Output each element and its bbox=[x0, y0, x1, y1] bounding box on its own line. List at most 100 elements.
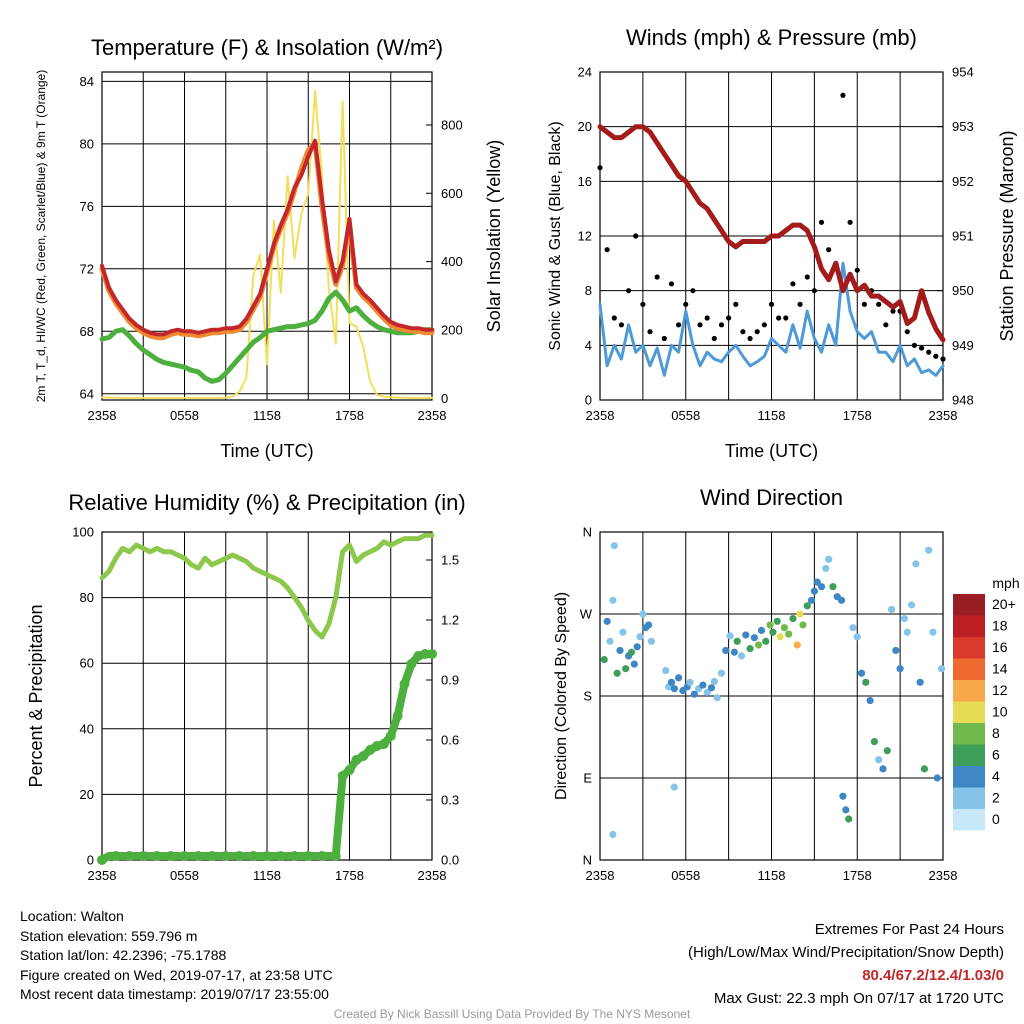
direction-point bbox=[667, 678, 676, 686]
precip-point bbox=[234, 851, 245, 861]
direction-point bbox=[619, 628, 627, 636]
direction-point bbox=[883, 747, 891, 755]
y-axis-label: Percent & Precipitation bbox=[26, 604, 46, 787]
direction-point bbox=[925, 546, 933, 554]
gust-point bbox=[811, 288, 817, 294]
precip-point bbox=[378, 739, 389, 749]
y2-tick-label: 400 bbox=[441, 254, 463, 269]
direction-point bbox=[803, 602, 811, 610]
y-tick-label: 68 bbox=[80, 324, 94, 339]
x-tick-label: 2358 bbox=[418, 868, 447, 883]
gust-point bbox=[640, 301, 646, 307]
direction-point bbox=[636, 633, 644, 641]
direction-point bbox=[613, 669, 621, 677]
direction-point bbox=[710, 677, 718, 686]
y-tick-label: 24 bbox=[578, 65, 592, 80]
y-tick-label: 0 bbox=[585, 393, 592, 408]
direction-point bbox=[762, 637, 770, 645]
direction-point bbox=[707, 684, 716, 692]
legend-swatch bbox=[953, 701, 985, 723]
station-latlon: Station lat/lon: 42.2396; -75.1788 bbox=[20, 947, 227, 963]
x-tick-label: 1158 bbox=[758, 868, 786, 883]
direction-point bbox=[810, 587, 818, 595]
x-tick-label: 0558 bbox=[671, 868, 700, 883]
direction-point bbox=[900, 614, 909, 623]
gust-point bbox=[933, 353, 939, 359]
legend-label: 12 bbox=[992, 682, 1008, 698]
direction-point bbox=[609, 830, 617, 839]
direction-point bbox=[630, 660, 638, 668]
x-tick-label: 2358 bbox=[586, 408, 615, 423]
direction-point bbox=[776, 633, 784, 641]
x-tick-label: 1158 bbox=[253, 408, 281, 423]
legend-label: 10 bbox=[992, 704, 1008, 720]
precip-point bbox=[317, 851, 327, 861]
y-tick-label: 80 bbox=[80, 136, 94, 151]
gust-point bbox=[940, 356, 946, 362]
precip-point bbox=[207, 851, 217, 861]
chart-title: Relative Humidity (%) & Precipitation (i… bbox=[68, 490, 465, 515]
y2-tick-label: 0.6 bbox=[441, 733, 459, 748]
y-tick-label: 100 bbox=[72, 525, 94, 540]
gust-point bbox=[740, 329, 746, 335]
y2-tick-label: 952 bbox=[952, 174, 974, 189]
direction-point bbox=[829, 583, 837, 591]
credit-line: Created By Nick Bassill Using Data Provi… bbox=[333, 1007, 691, 1021]
direction-point bbox=[644, 621, 653, 629]
y-tick-label: 4 bbox=[585, 338, 592, 353]
gust-point bbox=[861, 301, 867, 307]
direction-point bbox=[606, 637, 614, 645]
precip-point bbox=[193, 851, 204, 861]
y-tick-label: N bbox=[583, 525, 592, 540]
y2-tick-label: 953 bbox=[952, 119, 974, 134]
legend-swatch bbox=[953, 594, 985, 616]
legend-swatch bbox=[953, 637, 985, 659]
y-tick-label: 80 bbox=[80, 590, 94, 605]
x-tick-label: 0558 bbox=[170, 408, 199, 423]
wind-line bbox=[598, 261, 945, 377]
direction-point bbox=[875, 756, 883, 764]
direction-point bbox=[929, 628, 937, 636]
gust-point bbox=[597, 165, 603, 171]
y-tick-label: 72 bbox=[80, 261, 94, 276]
direction-point bbox=[912, 560, 920, 568]
gust-point bbox=[776, 315, 782, 321]
precip-point bbox=[165, 851, 176, 861]
y-tick-label: 16 bbox=[578, 174, 592, 189]
direction-point bbox=[887, 605, 896, 614]
y2-tick-label: 200 bbox=[441, 322, 463, 337]
gust-point bbox=[647, 329, 653, 335]
gust-point bbox=[790, 281, 796, 287]
gust-point bbox=[818, 219, 825, 225]
x-tick-label: 2358 bbox=[418, 408, 447, 423]
legend-swatch bbox=[953, 766, 985, 788]
direction-point bbox=[813, 578, 821, 586]
direction-point bbox=[933, 774, 941, 782]
y2-axis-label: Solar Insolation (Yellow) bbox=[484, 140, 504, 332]
x-tick-label: 0558 bbox=[170, 868, 199, 883]
direction-point bbox=[845, 815, 853, 823]
y2-tick-label: 0.3 bbox=[441, 793, 459, 808]
direction-point bbox=[799, 621, 807, 629]
direction-point bbox=[769, 628, 777, 636]
precip-point bbox=[358, 751, 369, 761]
direction-point bbox=[699, 681, 707, 689]
y2-tick-label: 1.5 bbox=[441, 553, 459, 568]
direction-point bbox=[647, 637, 656, 645]
direction-point bbox=[670, 783, 678, 791]
gust-point bbox=[676, 322, 682, 328]
legend-label: 0 bbox=[992, 811, 1000, 827]
y-tick-label: 76 bbox=[80, 199, 94, 214]
y2-tick-label: 600 bbox=[441, 186, 463, 201]
gust-point bbox=[633, 233, 639, 239]
y-tick-label: 40 bbox=[80, 721, 94, 736]
gust-point bbox=[918, 345, 925, 351]
y-tick-label: 20 bbox=[80, 787, 94, 802]
direction-point bbox=[817, 583, 826, 591]
legend-label: 14 bbox=[992, 661, 1008, 677]
x-tick-label: 1758 bbox=[335, 868, 364, 883]
gust-point bbox=[797, 301, 803, 307]
direction-point bbox=[610, 542, 618, 550]
x-tick-label: 2358 bbox=[929, 868, 958, 883]
legend-label: 18 bbox=[992, 618, 1008, 634]
